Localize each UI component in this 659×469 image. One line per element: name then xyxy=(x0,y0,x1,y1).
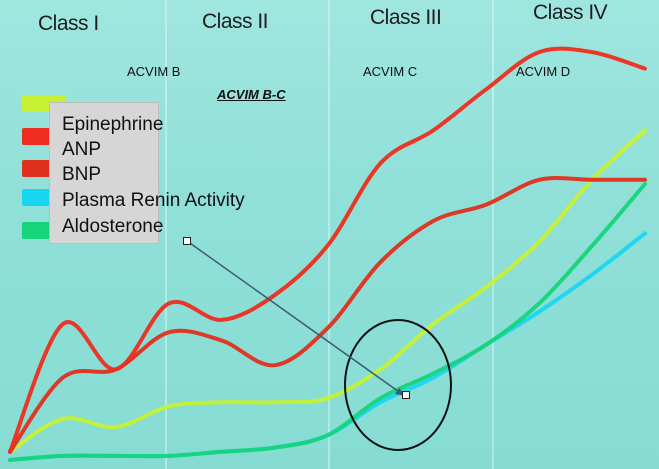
legend-label-bnp: BNP xyxy=(62,164,102,185)
panel-divider-1 xyxy=(165,0,167,469)
class-iii-label: Class III xyxy=(370,6,442,29)
annotation-arrow xyxy=(186,240,403,395)
acvim-b-label: ACVIM B xyxy=(127,64,181,79)
series-line-anp xyxy=(8,46,647,454)
legend-label-renin: Plasma Renin Activity xyxy=(62,190,245,211)
series-line-aldosterone xyxy=(8,182,647,462)
legend-label-anp: ANP xyxy=(62,139,102,160)
highlight-ellipse xyxy=(344,319,452,451)
legend-label-epinephrine: Epinephrine xyxy=(62,114,164,135)
panel-divider-3 xyxy=(492,0,494,469)
acvim-d-label: ACVIM D xyxy=(516,64,571,79)
series-layer xyxy=(8,46,647,462)
class-ii-label: Class II xyxy=(202,10,269,33)
acvim-bc-label: ACVIM B-C xyxy=(217,87,286,102)
legend-box xyxy=(49,102,159,244)
panel-divider-2 xyxy=(328,0,330,469)
class-iv-label: Class IV xyxy=(533,1,608,24)
legend-label-aldosterone: Aldosterone xyxy=(62,216,164,237)
series-line-epinephrine xyxy=(8,128,647,454)
arrow-end-handle[interactable] xyxy=(402,391,410,399)
class-i-label: Class I xyxy=(38,12,99,35)
acvim-c-label: ACVIM C xyxy=(363,64,418,79)
arrow-start-handle[interactable] xyxy=(183,237,191,245)
